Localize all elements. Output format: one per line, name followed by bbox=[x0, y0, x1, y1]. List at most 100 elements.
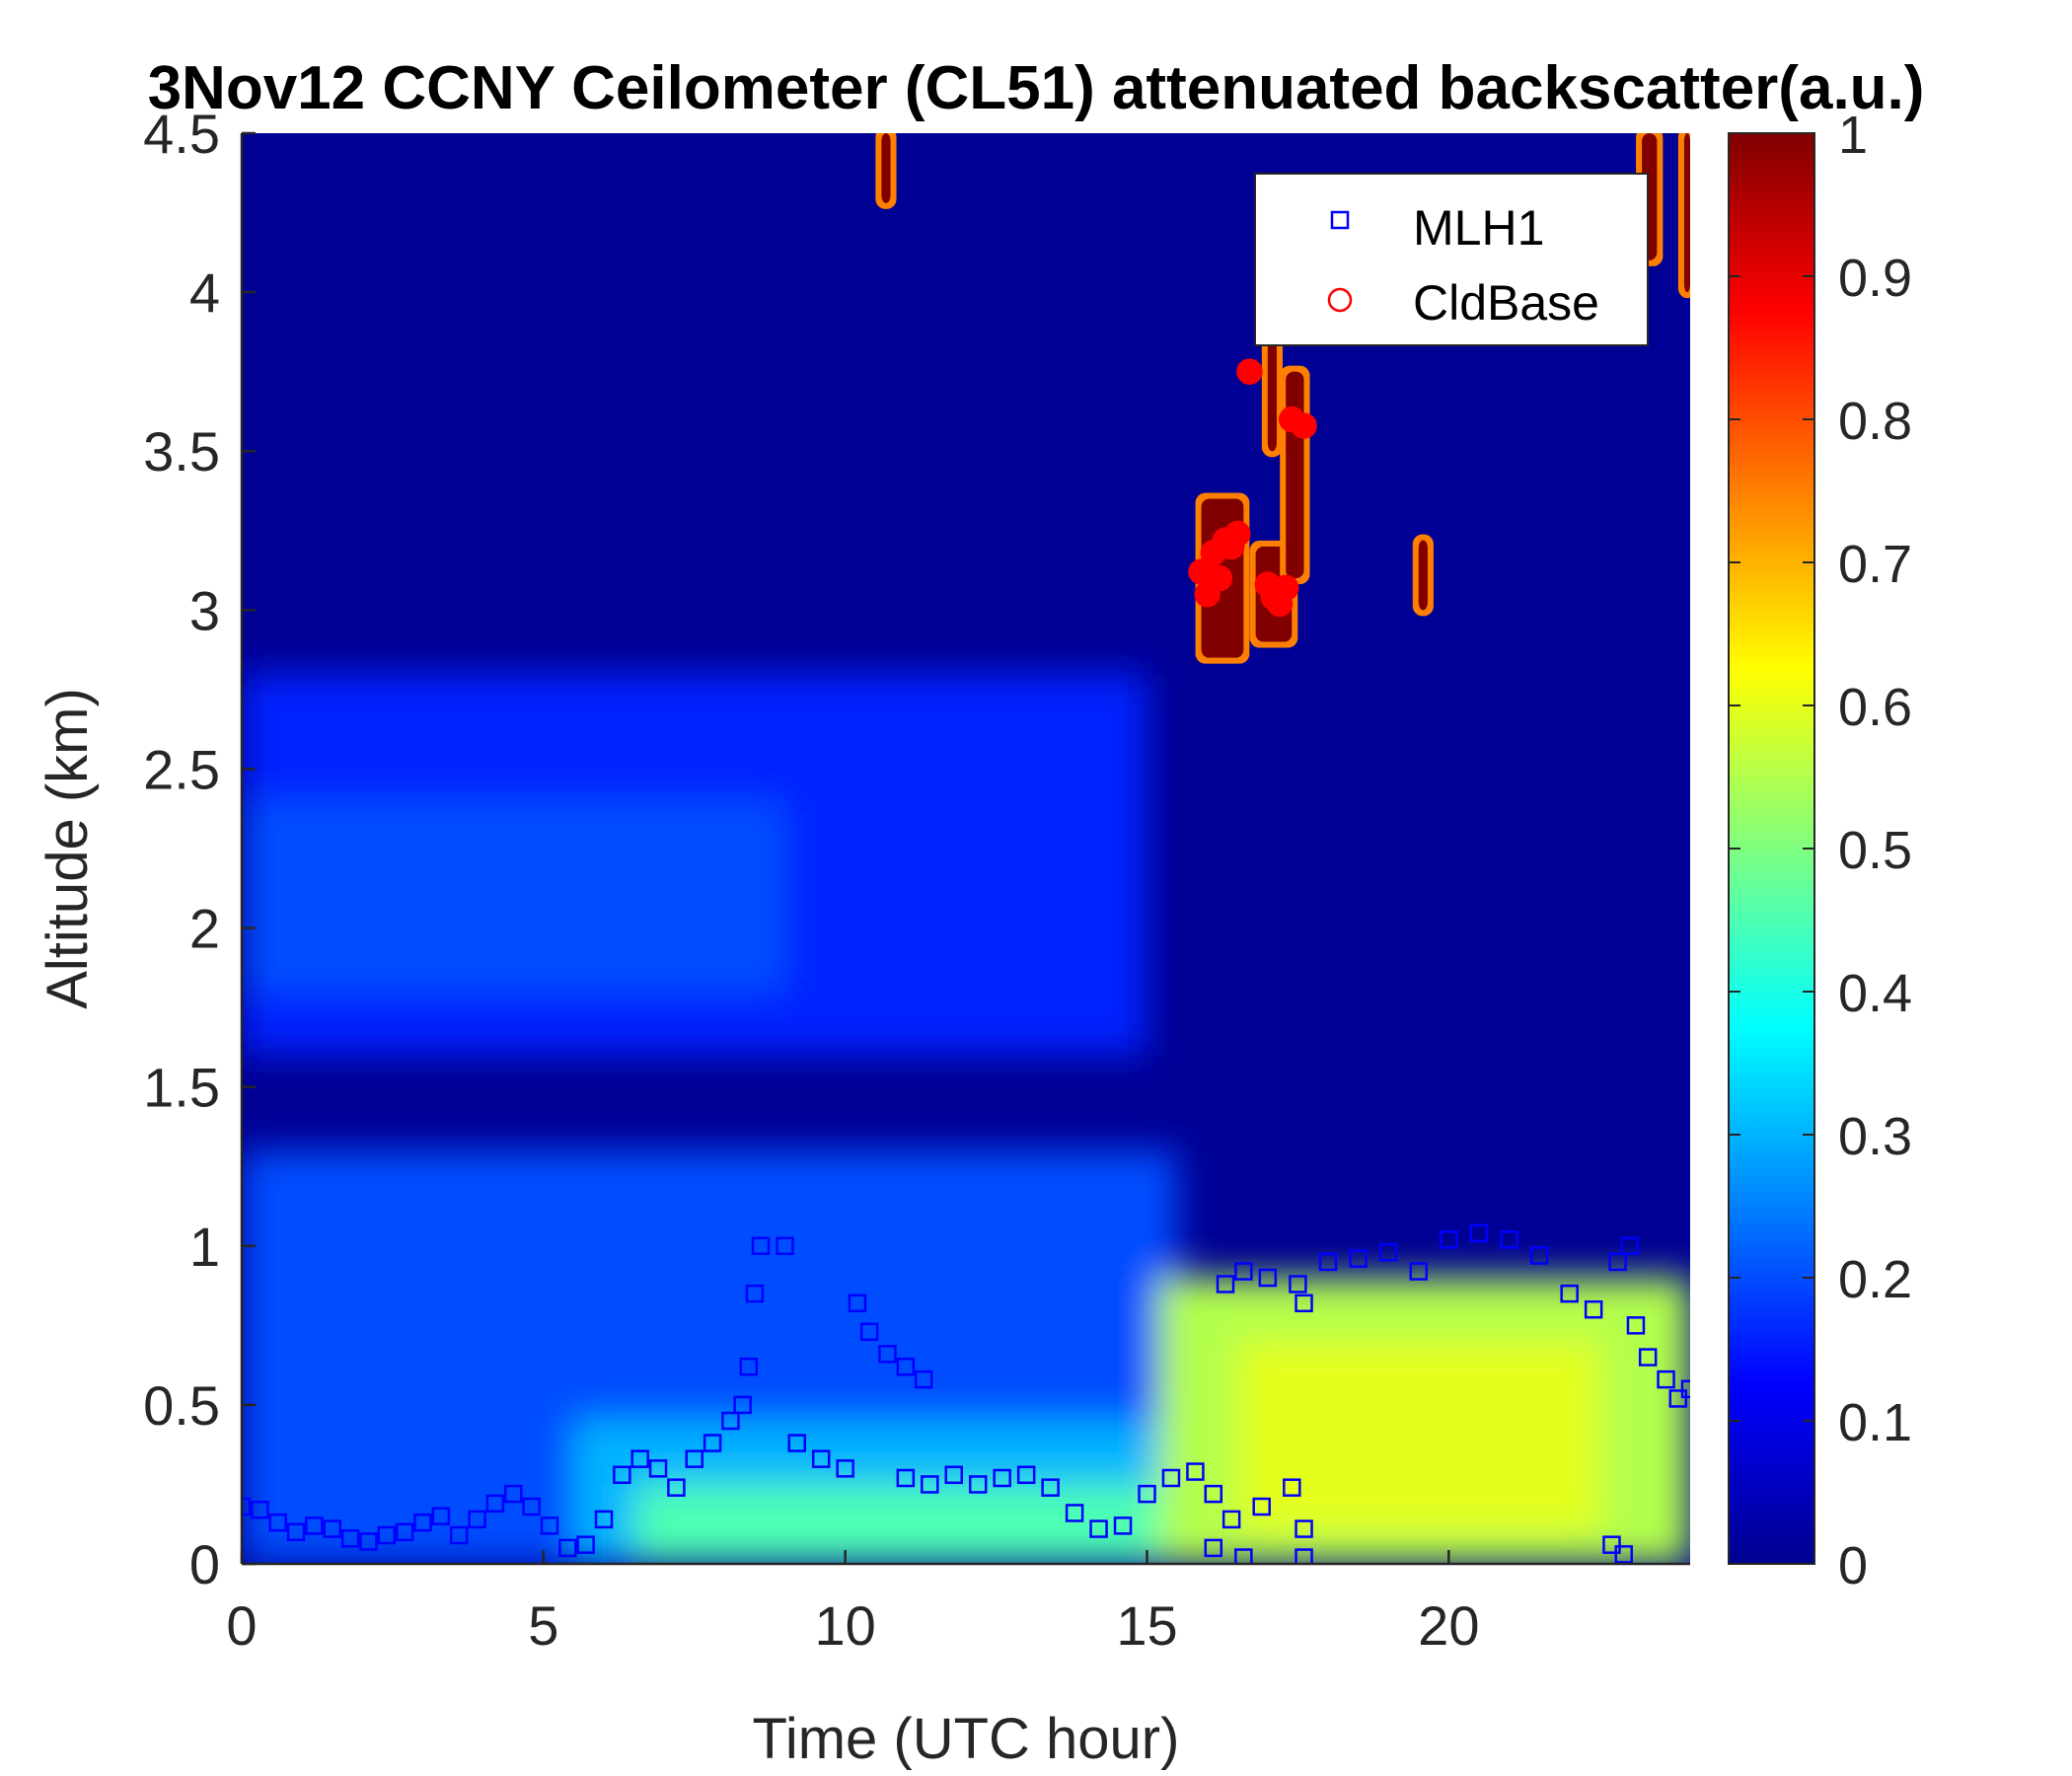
mlh1-point bbox=[1584, 1299, 1603, 1319]
mlh1-point bbox=[1440, 1230, 1458, 1249]
cldbase-series bbox=[1188, 358, 1317, 618]
mlh1-point bbox=[1041, 1478, 1060, 1497]
mlh1-point bbox=[242, 1497, 252, 1517]
mlh1-point bbox=[594, 1510, 614, 1529]
axes: 0 5 10 15 20 0 0.5 1 1.5 2 2.5 3 3.5 4 4.5 bbox=[143, 103, 1690, 1657]
mlh1-point bbox=[776, 1236, 794, 1256]
y-tick-label: 3 bbox=[189, 579, 220, 641]
cldbase-point bbox=[1291, 412, 1317, 439]
y-tick-label: 1 bbox=[189, 1216, 220, 1278]
mlh1-point bbox=[1216, 1275, 1235, 1294]
mlh1-point bbox=[431, 1507, 451, 1525]
mlh1-point bbox=[751, 1236, 771, 1256]
mlh1-point bbox=[896, 1468, 916, 1488]
mlh1-point bbox=[340, 1528, 360, 1548]
cloud-feature bbox=[875, 133, 897, 209]
mlh1-point bbox=[1608, 1252, 1627, 1272]
y-tick-label: 2.5 bbox=[143, 738, 220, 800]
mlh1-point bbox=[1258, 1268, 1278, 1288]
y-tick-label: 3.5 bbox=[143, 420, 220, 482]
colorbar-tick-label: 0.7 bbox=[1838, 535, 1912, 594]
legend-box bbox=[1254, 173, 1649, 346]
mlh1-point bbox=[896, 1357, 916, 1376]
mlh1-point bbox=[848, 1294, 867, 1313]
surface-layer bbox=[633, 1484, 1178, 1564]
mlh1-point bbox=[1289, 1275, 1307, 1294]
mlh1-point bbox=[1295, 1519, 1313, 1538]
backscatter-heatmap bbox=[242, 133, 1690, 1564]
cloud-feature bbox=[1261, 318, 1284, 458]
mixed-layer-core bbox=[1237, 1341, 1600, 1532]
mlh1-point bbox=[1113, 1517, 1133, 1535]
mlh1-point bbox=[1283, 1478, 1301, 1497]
cloud-feature bbox=[1412, 534, 1434, 617]
mlh1-point bbox=[745, 1284, 765, 1303]
colorbar: 0 0.1 0.2 0.3 0.4 0.5 0.6 0.7 0.8 0.9 1 bbox=[1728, 106, 1912, 1595]
x-tick-label: 10 bbox=[815, 1594, 876, 1657]
mlh1-point bbox=[859, 1322, 879, 1342]
mlh1-point bbox=[449, 1525, 469, 1545]
mlh1-point bbox=[1560, 1284, 1579, 1303]
mlh1-point bbox=[1016, 1465, 1036, 1485]
y-axis-label: Altitude (km) bbox=[36, 688, 100, 1009]
mlh1-point bbox=[1295, 1548, 1313, 1564]
y-tick-label: 4.5 bbox=[143, 103, 220, 165]
colorbar-ticks: 0 0.1 0.2 0.3 0.4 0.5 0.6 0.7 0.8 0.9 1 bbox=[1729, 106, 1912, 1595]
mlh1-point bbox=[1161, 1468, 1181, 1488]
colorbar-tick-label: 0.3 bbox=[1838, 1107, 1912, 1166]
mlh1-point bbox=[1529, 1246, 1549, 1265]
colorbar-tick-label: 0.2 bbox=[1838, 1250, 1912, 1309]
mlh1-point bbox=[1469, 1223, 1489, 1243]
mlh1-point bbox=[836, 1459, 854, 1478]
mlh1-point bbox=[468, 1510, 486, 1529]
colorbar-tick-label: 0.4 bbox=[1838, 964, 1912, 1023]
colorbar-tick-label: 0.9 bbox=[1838, 249, 1912, 308]
mlh1-point bbox=[1138, 1484, 1156, 1504]
mlh1-point bbox=[1221, 1510, 1241, 1529]
mlh1-point bbox=[485, 1494, 505, 1514]
mlh1-point bbox=[1065, 1504, 1084, 1522]
mlh1-point bbox=[359, 1532, 378, 1551]
mlh1-point bbox=[993, 1468, 1011, 1488]
mlh1-point bbox=[1349, 1249, 1368, 1268]
cldbase-point bbox=[1206, 564, 1233, 592]
y-tick-label: 4 bbox=[189, 261, 220, 324]
mlh1-point bbox=[811, 1449, 831, 1468]
mlh1-point bbox=[576, 1535, 595, 1554]
mlh1-point bbox=[268, 1513, 287, 1532]
legend-mlh1-label: MLH1 bbox=[1413, 200, 1544, 256]
mlh1-point bbox=[413, 1513, 432, 1532]
mlh1-point bbox=[1204, 1484, 1223, 1504]
colorbar-tick-label: 0.6 bbox=[1838, 678, 1912, 737]
mlh1-point bbox=[968, 1475, 988, 1494]
mlh1-point bbox=[1602, 1535, 1621, 1554]
mlh1-point bbox=[395, 1522, 414, 1542]
mlh1-point bbox=[1638, 1348, 1658, 1367]
mlh1-point bbox=[1378, 1242, 1398, 1262]
mlh1-point bbox=[1186, 1462, 1205, 1481]
mlh1-point bbox=[305, 1517, 324, 1535]
y-tick-label: 0 bbox=[189, 1533, 220, 1595]
mlh1-point bbox=[703, 1434, 722, 1452]
mlh1-point bbox=[504, 1484, 523, 1504]
mlh1-point bbox=[1657, 1369, 1675, 1389]
mlh1-point bbox=[613, 1465, 631, 1485]
y-tick-label: 1.5 bbox=[143, 1057, 220, 1119]
mlh1-point bbox=[1252, 1497, 1271, 1517]
cloud-feature bbox=[1280, 365, 1310, 585]
cldbase-point bbox=[1224, 520, 1251, 548]
mlh1-point bbox=[251, 1500, 269, 1519]
x-tick-label: 0 bbox=[226, 1594, 257, 1657]
mlh1-point bbox=[1234, 1262, 1253, 1281]
mlh1-point bbox=[377, 1525, 397, 1545]
cldbase-point bbox=[1236, 358, 1263, 385]
mlh1-point bbox=[558, 1538, 577, 1558]
cldbase-point bbox=[1272, 574, 1299, 602]
cloud-feature bbox=[1677, 133, 1690, 299]
mlh1-point bbox=[1234, 1548, 1253, 1564]
x-tick-label: 5 bbox=[528, 1594, 558, 1657]
mlh1-point bbox=[286, 1522, 306, 1542]
x-tick-label: 20 bbox=[1418, 1594, 1479, 1657]
mlh1-point bbox=[721, 1411, 740, 1431]
mlh1-point bbox=[944, 1465, 964, 1485]
